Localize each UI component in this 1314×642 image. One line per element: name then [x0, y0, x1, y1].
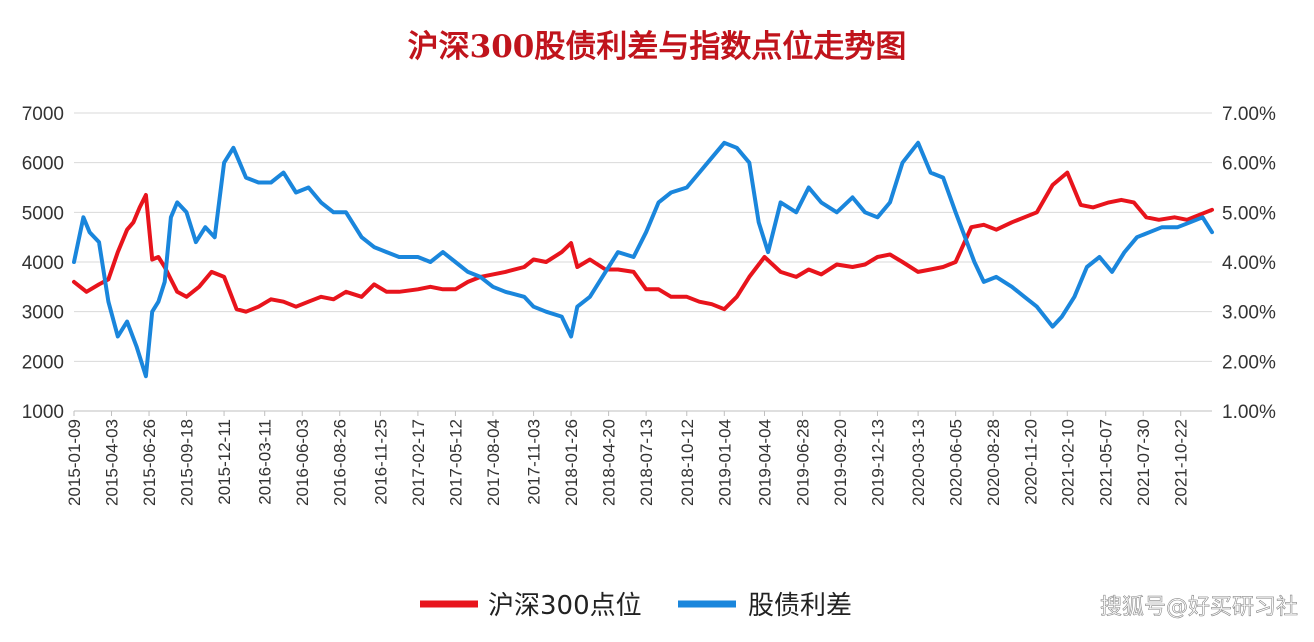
x-tick-label: 2020-06-05: [947, 419, 966, 506]
x-tick-label: 2020-11-20: [1022, 419, 1041, 505]
x-tick-label: 2017-05-12: [446, 419, 465, 506]
x-tick-label: 2021-10-22: [1172, 419, 1191, 506]
x-tick-label: 2021-02-10: [1058, 419, 1077, 506]
y-left-tick-label: 7000: [22, 104, 64, 125]
x-tick-label: 2016-11-25: [371, 419, 390, 505]
x-tick-label: 2015-04-03: [103, 419, 122, 506]
x-tick-label: 2019-09-20: [831, 419, 850, 506]
x-tick-label: 2019-04-04: [755, 419, 774, 506]
x-tick-label: 2017-08-04: [484, 419, 503, 506]
y-left-tick-label: 1000: [22, 402, 64, 423]
y-left-tick-label: 2000: [22, 352, 64, 373]
x-tick-label: 2018-10-12: [678, 419, 697, 506]
y-right-tick-label: 3.00%: [1222, 303, 1276, 324]
x-tick-label: 2015-09-18: [178, 419, 197, 506]
x-axis: 2015-01-09 2015-04-03 2015-06-26 2015-09-18…: [65, 410, 1212, 506]
x-tick-label: 2015-01-09: [65, 419, 84, 506]
y-right-tick-label: 4.00%: [1222, 253, 1276, 274]
x-tick-label: 2021-05-07: [1097, 419, 1116, 506]
y-axis-right: 7.00% 6.00% 5.00% 4.00% 3.00% 2.00% 1.00%: [1222, 104, 1276, 423]
y-left-tick-label: 4000: [22, 253, 64, 274]
legend-label-index: 沪深300点位: [488, 591, 642, 621]
x-tick-label: 2016-06-03: [293, 419, 312, 506]
x-tick-label: 2015-12-11: [215, 419, 234, 505]
x-tick-label: 2021-07-30: [1134, 419, 1153, 506]
y-right-tick-label: 1.00%: [1222, 402, 1276, 423]
y-right-tick-label: 6.00%: [1222, 154, 1276, 175]
legend: 沪深300点位 股债利差: [420, 591, 852, 621]
y-right-tick-label: 7.00%: [1222, 104, 1276, 125]
x-tick-label: 2017-11-03: [525, 419, 544, 505]
series-line-index: [72, 170, 1214, 314]
x-tick-label: 2018-07-13: [637, 419, 656, 506]
y-axis-left: 7000 6000 5000 4000 3000 2000 1000: [22, 104, 64, 423]
chart-title: 沪深300股债利差与指数点位走势图: [408, 29, 907, 65]
series-line-spread: [72, 140, 1214, 379]
y-left-tick-label: 3000: [22, 303, 64, 324]
x-tick-label: 2018-04-20: [600, 419, 619, 506]
x-tick-label: 2019-12-13: [868, 419, 887, 506]
x-tick-label: 2016-08-26: [331, 419, 350, 506]
x-tick-label: 2017-02-17: [409, 419, 428, 506]
y-left-tick-label: 5000: [22, 203, 64, 224]
watermark-text: 搜狐号@好买研习社: [1100, 595, 1298, 620]
x-tick-label: 2019-06-28: [793, 419, 812, 506]
x-tick-label: 2018-01-26: [562, 419, 581, 506]
y-right-tick-label: 2.00%: [1222, 352, 1276, 373]
x-tick-label: 2019-01-04: [715, 419, 734, 506]
legend-label-spread: 股债利差: [748, 591, 852, 621]
x-tick-label: 2015-06-26: [140, 419, 159, 506]
y-right-tick-label: 5.00%: [1222, 203, 1276, 224]
y-left-tick-label: 6000: [22, 154, 64, 175]
x-tick-label: 2020-03-13: [909, 419, 928, 506]
series-layer: [72, 140, 1214, 379]
grid: [74, 112, 1212, 412]
x-tick-label: 2020-08-28: [984, 419, 1003, 506]
x-tick-label: 2016-03-11: [256, 419, 275, 505]
